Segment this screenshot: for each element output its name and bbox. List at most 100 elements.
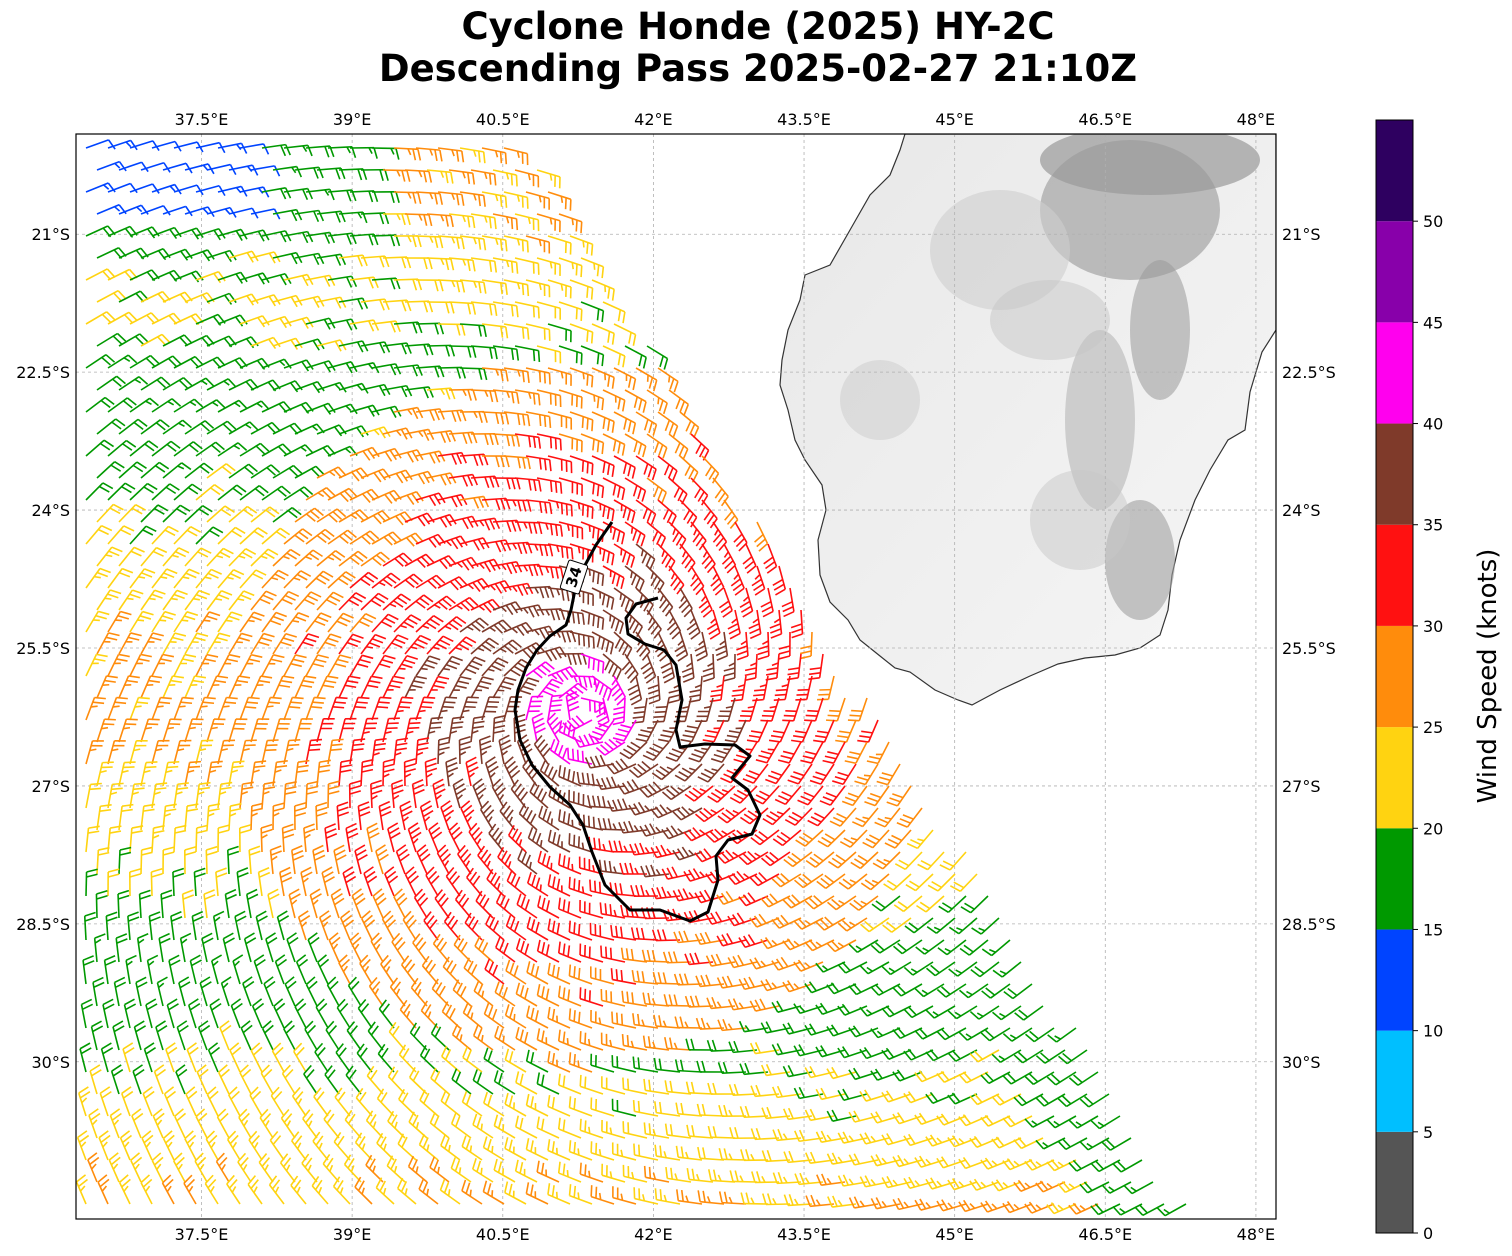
lat-tick-label-left: 30°S xyxy=(31,1053,70,1072)
wind-barb xyxy=(415,533,446,548)
wind-barb xyxy=(129,440,159,457)
wind-barb xyxy=(118,589,144,611)
wind-barb xyxy=(602,565,625,590)
wind-barb xyxy=(459,191,486,207)
wind-barb xyxy=(415,408,445,421)
wind-barb xyxy=(85,396,115,413)
wind-barb xyxy=(228,548,257,567)
wind-barb xyxy=(107,610,132,633)
wind-barb xyxy=(206,505,235,523)
wind-barb xyxy=(360,551,390,567)
wind-barb xyxy=(107,397,137,413)
lat-tick-label-left: 24°S xyxy=(31,501,70,520)
wind-barb xyxy=(613,455,636,479)
wind-barb xyxy=(668,477,688,505)
wind-barb xyxy=(393,406,424,420)
wind-barb xyxy=(382,552,413,567)
wind-barb xyxy=(272,337,303,350)
wind-barb xyxy=(404,594,434,611)
wind-barb xyxy=(316,381,347,393)
wind-barb xyxy=(481,497,511,511)
wind-barb xyxy=(316,550,346,567)
wind-barb xyxy=(349,276,379,289)
wind-barb xyxy=(129,525,157,545)
wind-barb xyxy=(514,389,541,406)
wind-barb xyxy=(580,389,605,411)
wind-barb xyxy=(316,253,347,266)
wind-barb xyxy=(514,169,540,188)
wind-barb xyxy=(184,589,211,611)
colorbar-bin xyxy=(1376,625,1413,728)
wind-barb xyxy=(195,484,225,501)
wind-barb xyxy=(426,169,454,184)
wind-barb xyxy=(591,323,615,345)
wind-barb xyxy=(162,376,193,391)
lon-tick-label-top: 37.5°E xyxy=(175,110,229,129)
wind-barb xyxy=(602,433,626,456)
wind-barb xyxy=(316,296,347,309)
wind-barb xyxy=(272,590,300,611)
wind-barb xyxy=(448,596,479,612)
wind-barb xyxy=(437,535,468,550)
lat-tick-label-left: 28.5°S xyxy=(16,915,70,934)
wind-barb xyxy=(261,443,292,457)
wind-barb xyxy=(470,517,501,531)
wind-barb xyxy=(217,399,248,413)
wind-barb xyxy=(613,323,637,346)
wind-barb xyxy=(349,404,380,417)
wind-barb xyxy=(140,161,171,173)
wind-barb xyxy=(349,613,377,633)
wind-barb xyxy=(481,580,512,594)
wind-barb xyxy=(547,630,577,643)
wind-barb xyxy=(338,592,367,611)
wind-barb xyxy=(415,322,445,335)
wind-barb xyxy=(492,477,521,490)
wind-barb xyxy=(195,270,226,284)
chart-title-line1: Cyclone Honde (2025) HY-2C xyxy=(461,5,1055,48)
wind-barb xyxy=(349,319,380,332)
wind-barb xyxy=(694,631,708,662)
wind-barb xyxy=(360,168,389,181)
wind-barb xyxy=(162,205,193,217)
wind-barb xyxy=(184,462,214,479)
wind-barb xyxy=(140,589,166,611)
wind-barb xyxy=(657,455,678,482)
wind-barb xyxy=(701,455,720,484)
colorbar-title: Wind Speed (knots) xyxy=(1473,549,1503,804)
wind-barb xyxy=(569,411,594,432)
colorbar-bin xyxy=(1376,120,1413,222)
wind-barb xyxy=(492,345,520,361)
wind-barb xyxy=(206,547,234,567)
wind-barb xyxy=(492,601,523,616)
wind-barb xyxy=(415,279,444,292)
wind-barb xyxy=(283,570,312,589)
wind-barb xyxy=(742,543,757,574)
wind-barb xyxy=(415,191,443,205)
wind-barb xyxy=(437,279,466,293)
wind-barb xyxy=(426,429,456,443)
wind-barb xyxy=(360,426,391,439)
wind-barb xyxy=(558,301,583,321)
colorbar-tick-label: 20 xyxy=(1423,819,1443,838)
wind-barb xyxy=(492,301,519,318)
wind-barb xyxy=(393,235,422,248)
wind-barb xyxy=(140,333,171,347)
wind-barb xyxy=(668,521,687,550)
lon-tick-label-top: 40.5°E xyxy=(476,110,530,129)
wind-barb xyxy=(239,485,269,501)
wind-barb xyxy=(217,442,248,457)
wind-barb xyxy=(162,419,192,435)
wind-barb xyxy=(624,565,645,592)
lon-tick-label-top: 42°E xyxy=(634,110,672,129)
wind-barb xyxy=(239,611,265,633)
wind-barb xyxy=(272,506,302,523)
wind-barb xyxy=(305,486,336,501)
wind-barb xyxy=(459,147,486,164)
wind-barb xyxy=(327,403,358,415)
wind-barb xyxy=(283,528,313,545)
wind-barbs-layer xyxy=(76,139,1187,1217)
wind-barb xyxy=(547,367,572,386)
wind-barb xyxy=(646,521,667,549)
wind-barb xyxy=(217,526,246,545)
wind-barb xyxy=(415,574,446,589)
